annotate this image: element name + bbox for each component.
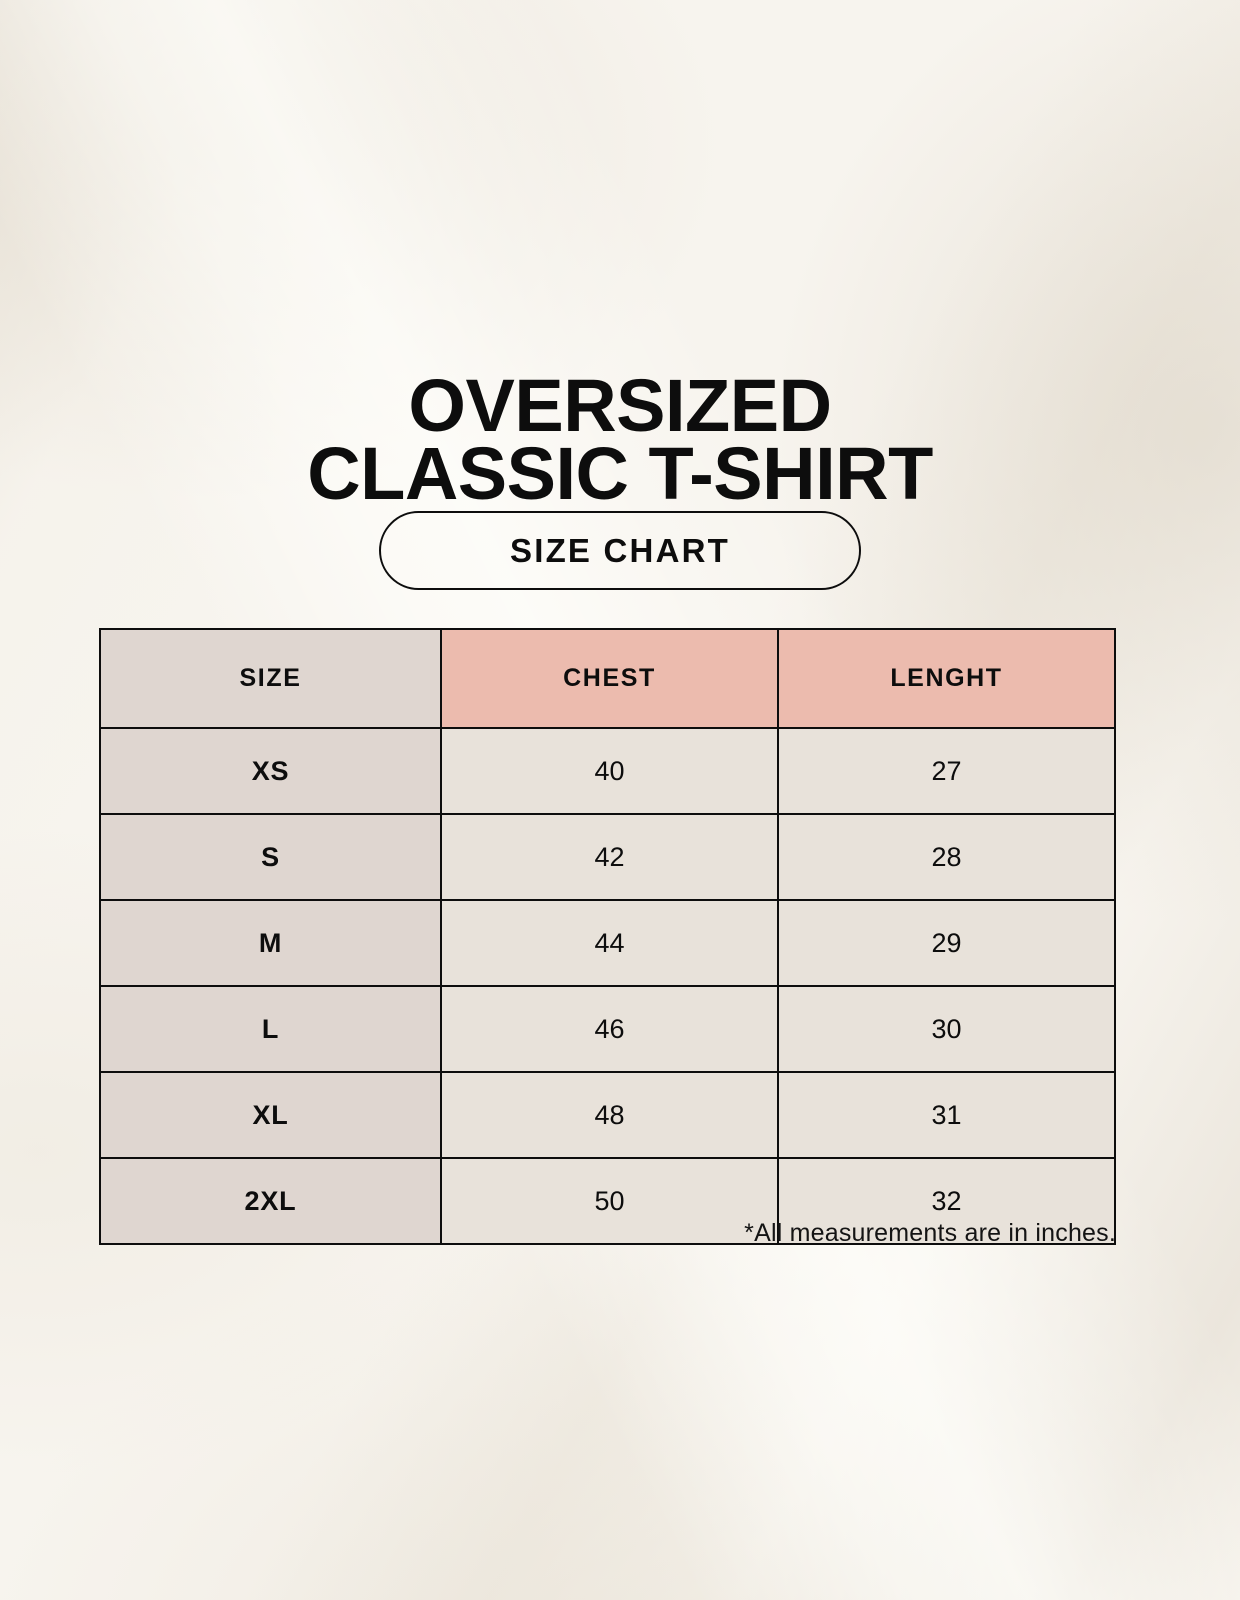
cell-size: 2XL (98, 1157, 443, 1245)
size-chart-badge-container: SIZE CHART (0, 511, 1240, 590)
cell-chest: 46 (440, 985, 779, 1073)
cell-size: M (98, 899, 443, 987)
cell-size: XS (98, 727, 443, 815)
cell-length: 28 (777, 813, 1116, 901)
table-header-row: SIZE CHEST LENGHT (98, 628, 1116, 729)
cell-size: XL (98, 1071, 443, 1159)
page-title-line-1: OVERSIZED (408, 363, 832, 447)
cell-length: 29 (777, 899, 1116, 987)
cell-size: S (98, 813, 443, 901)
cell-length: 31 (777, 1071, 1116, 1159)
cell-chest: 44 (440, 899, 779, 987)
page-title: OVERSIZED CLASSIC T-SHIRT (0, 363, 1240, 516)
column-header-chest: CHEST (440, 628, 779, 729)
cell-length: 30 (777, 985, 1116, 1073)
size-chart-table-container: SIZE CHEST LENGHT XS 40 27 S 42 28 M (98, 628, 1116, 1245)
cell-chest: 50 (440, 1157, 779, 1245)
page-title-line-2: CLASSIC T-SHIRT (307, 432, 933, 516)
table-row: L 46 30 (98, 985, 1116, 1073)
column-header-length: LENGHT (777, 628, 1116, 729)
table-row: M 44 29 (98, 899, 1116, 987)
cell-size: L (98, 985, 443, 1073)
table-row: XS 40 27 (98, 727, 1116, 815)
column-header-size: SIZE (98, 628, 443, 729)
cell-chest: 42 (440, 813, 779, 901)
size-chart-table: SIZE CHEST LENGHT XS 40 27 S 42 28 M (98, 628, 1116, 1245)
table-body: XS 40 27 S 42 28 M 44 29 L 46 30 (98, 727, 1116, 1245)
size-chart-badge: SIZE CHART (379, 511, 861, 590)
table-row: 2XL 50 32 (98, 1157, 1116, 1245)
cell-length: 32 (777, 1157, 1116, 1245)
cell-chest: 40 (440, 727, 779, 815)
table-row: S 42 28 (98, 813, 1116, 901)
cell-length: 27 (777, 727, 1116, 815)
cell-chest: 48 (440, 1071, 779, 1159)
table-row: XL 48 31 (98, 1071, 1116, 1159)
measurement-units-note: *All measurements are in inches. (744, 1219, 1116, 1247)
table-header: SIZE CHEST LENGHT (98, 628, 1116, 729)
